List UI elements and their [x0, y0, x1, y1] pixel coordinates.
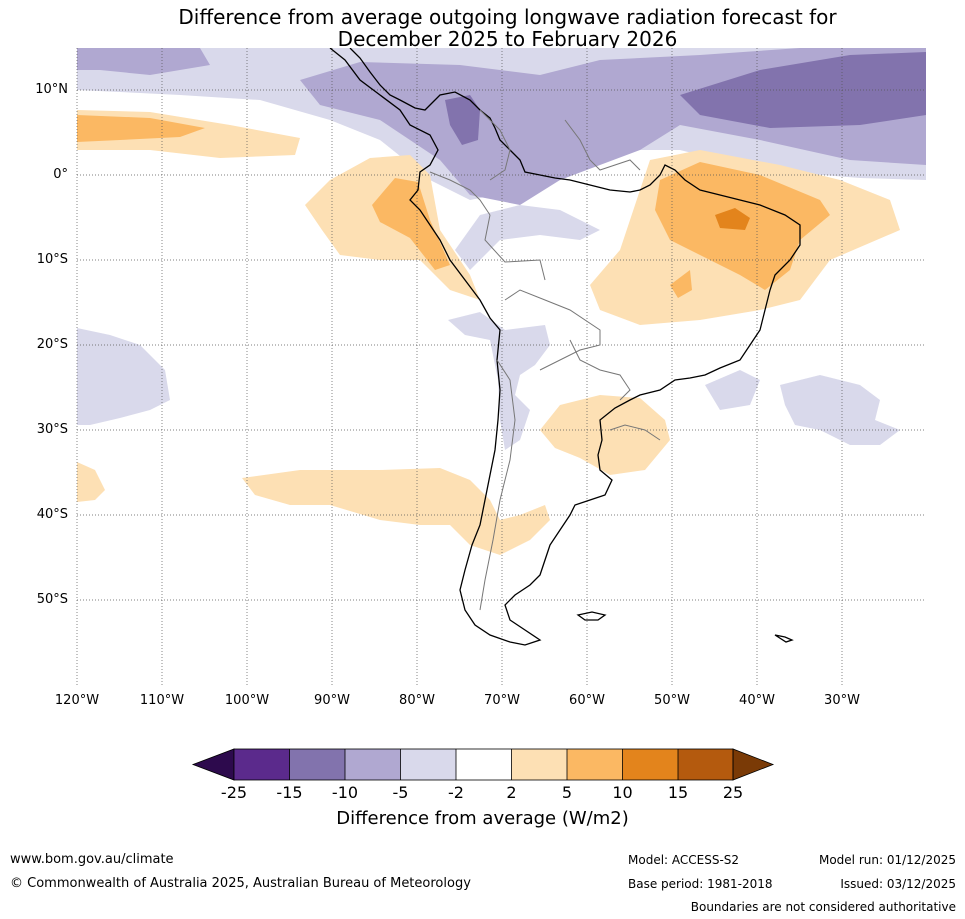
lat-label-30s: 30°S [36, 422, 68, 437]
colorbar-bin-4 [400, 749, 456, 780]
coastline [329, 48, 801, 646]
border-colombia-venezuela [479, 109, 511, 181]
negative-anomaly-south-atlantic [780, 375, 900, 445]
colorbar-min-extend [191, 748, 235, 781]
lat-label-0: 0° [53, 167, 68, 182]
colorbar-bin-8 [622, 749, 678, 780]
colorbar-bin-2 [289, 749, 345, 780]
gridlines [76, 48, 926, 685]
chart-title-line-1: Difference from average outgoing longwav… [178, 5, 837, 29]
lon-label-40w: 40°W [739, 693, 775, 708]
lon-label-60w: 60°W [569, 693, 605, 708]
lon-label-70w: 70°W [484, 693, 520, 708]
lon-label-100w: 100°W [224, 693, 270, 708]
lon-label-110w: 110°W [139, 693, 185, 708]
border-venezuela-guyana [564, 119, 641, 171]
colorbar-tick: -15 [276, 783, 303, 802]
positive-anomaly-far-west [77, 462, 105, 502]
anomaly-shading [77, 48, 926, 685]
south-america-coastline [329, 48, 801, 646]
border-chile-argentina [479, 359, 516, 611]
colorbar-tick: 5 [561, 783, 573, 802]
colorbar-bin-9 [678, 749, 733, 780]
lat-label-40s: 40°S [36, 507, 68, 522]
issued-date: Issued: 03/12/2025 [840, 877, 956, 891]
negative-anomaly-brazil-coast [705, 370, 760, 410]
lat-label-10s: 10°S [36, 252, 68, 267]
colorbar [191, 748, 775, 781]
copyright-notice: © Commonwealth of Australia 2025, Austra… [10, 876, 471, 891]
positive-anomaly-ecuador-strong [372, 178, 450, 270]
border-ecuador-peru [429, 171, 491, 216]
lat-label-20s: 20°S [36, 337, 68, 352]
colorbar-bin-5 [456, 749, 512, 780]
border-uruguay-brazil [609, 424, 661, 441]
lat-label-10n: 10°N [35, 82, 68, 97]
negative-anomaly-amazon-south [455, 205, 600, 270]
colorbar-tick: -2 [448, 783, 464, 802]
base-period: Base period: 1981-2018 [628, 877, 773, 891]
lon-label-50w: 50°W [654, 693, 690, 708]
border-peru-brazil [484, 214, 546, 281]
positive-anomaly-argentina [540, 395, 670, 475]
colorbar-tick: 10 [612, 783, 633, 802]
border-bolivia [504, 289, 601, 371]
colorbar-title: Difference from average (W/m2) [336, 808, 629, 829]
country-borders [429, 109, 661, 611]
colorbar-tick: 15 [667, 783, 689, 802]
south-georgia [774, 634, 794, 643]
colorbar-tick: 25 [722, 783, 744, 802]
colorbar-max-extend [732, 748, 775, 781]
lon-label-120w: 120°W [54, 693, 100, 708]
model-run-date: Model run: 01/12/2025 [818, 853, 956, 867]
border-paraguay [569, 339, 631, 401]
lon-label-30w: 30°W [824, 693, 860, 708]
colorbar-tick: -5 [392, 783, 409, 802]
model-name: Model: ACCESS-S2 [628, 853, 740, 867]
positive-anomaly-south-pacific [242, 468, 550, 555]
falklands-islands [576, 611, 607, 621]
website-link[interactable]: www.bom.gov.au/climate [10, 852, 174, 867]
boundaries-disclaimer: Boundaries are not considered authoritat… [690, 900, 956, 914]
negative-anomaly-colombia [445, 95, 480, 145]
chart-title-line-2: December 2025 to February 2026 [337, 27, 678, 51]
colorbar-tick: -25 [220, 783, 248, 802]
positive-anomaly-brazil-core [715, 208, 750, 230]
colorbar-bin-1 [234, 749, 290, 780]
negative-anomaly-east-pacific [77, 328, 170, 425]
lon-label-80w: 80°W [399, 693, 435, 708]
lon-label-90w: 90°W [314, 693, 350, 708]
lat-label-50s: 50°S [36, 592, 68, 607]
colorbar-bin-3 [345, 749, 401, 780]
colorbar-tick: 2 [506, 783, 517, 802]
colorbar-tick: -10 [331, 783, 359, 802]
positive-anomaly-brazil-small [670, 270, 692, 298]
colorbar-bin-7 [567, 749, 623, 780]
positive-anomaly-pacific-strong [77, 115, 205, 142]
colorbar-bin-6 [511, 749, 567, 780]
negative-anomaly-nw [77, 48, 210, 75]
